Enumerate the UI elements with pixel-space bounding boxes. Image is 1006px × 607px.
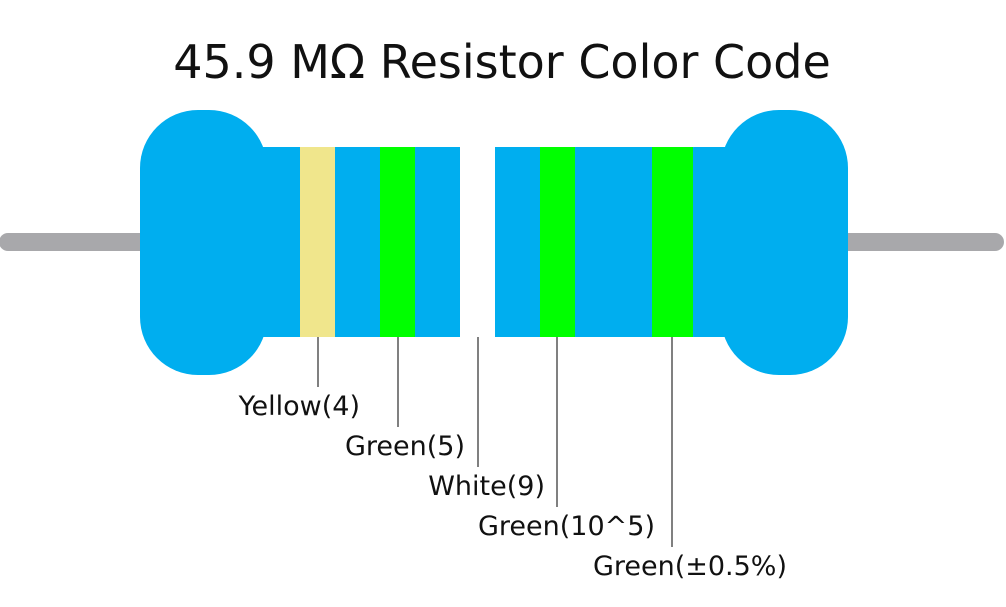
title: 45.9 MΩ Resistor Color Code xyxy=(173,35,831,89)
cap-left xyxy=(140,110,267,375)
band-label: Green(10^5) xyxy=(478,511,655,542)
band-label: Green(±0.5%) xyxy=(593,551,787,582)
band-2 xyxy=(380,147,415,337)
band-label: White(9) xyxy=(428,471,545,502)
band-4 xyxy=(540,147,575,337)
band-5 xyxy=(652,147,693,337)
band-label: Yellow(4) xyxy=(238,391,360,422)
band-3 xyxy=(460,147,495,337)
band-1 xyxy=(300,147,335,337)
cap-right xyxy=(721,110,848,375)
band-label: Green(5) xyxy=(345,431,465,462)
